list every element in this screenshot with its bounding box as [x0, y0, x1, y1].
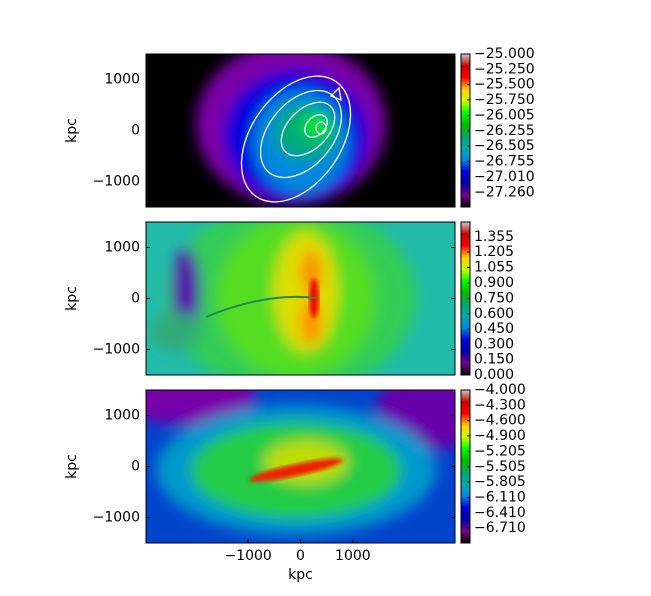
colorbar-tick-label: −26.755	[474, 153, 535, 169]
y-axis-label: kpc	[64, 286, 80, 311]
y-tick-label: 1000	[104, 72, 140, 88]
colorbar-tick-label: −4.000	[474, 382, 526, 398]
y-axis-label: kpc	[64, 454, 80, 479]
colorbar-tick-label: −5.505	[474, 459, 526, 475]
colorbar-tick-label: −6.410	[474, 505, 526, 521]
x-tick-label: −1000	[224, 548, 271, 564]
colorbar-tick-label: 0.300	[474, 336, 514, 352]
colorbar-tick-label: −26.255	[474, 123, 535, 139]
heatmap-image	[146, 54, 455, 207]
heatmap-image	[146, 390, 455, 543]
colorbar-tick-label: −27.010	[474, 169, 535, 185]
colorbar-tick-label: −5.805	[474, 474, 526, 490]
colorbar-tick-label: 1.205	[474, 244, 514, 260]
colorbar-tick-label: −27.260	[474, 184, 535, 200]
x-tick-label: 1000	[335, 548, 371, 564]
colorbar-tick-label: 0.750	[474, 291, 514, 307]
colorbar-tick-label: 0.150	[474, 352, 514, 368]
colorbar-tick-label: 0.900	[474, 275, 514, 291]
y-tick-label: −1000	[93, 342, 140, 358]
x-tick-label: 0	[296, 548, 305, 564]
colorbar-tick-label: −6.110	[474, 490, 526, 506]
y-tick-label: 0	[131, 459, 140, 475]
colorbar-tick-label: 0.450	[474, 321, 514, 337]
colorbar-tick-label: 1.355	[474, 229, 514, 245]
y-tick-label: 0	[131, 123, 140, 139]
x-axis-label: kpc	[288, 567, 313, 583]
colorbar-tick-label: −5.205	[474, 443, 526, 459]
y-tick-label: −1000	[93, 174, 140, 190]
colorbar-tick-label: 0.600	[474, 306, 514, 322]
colorbar-tick-label: −25.750	[474, 92, 535, 108]
y-axis-label: kpc	[64, 118, 80, 143]
colorbar-tick-label: −25.250	[474, 61, 535, 77]
colorbar-tick-label: −26.505	[474, 138, 535, 154]
colorbar-tick-label: −4.300	[474, 397, 526, 413]
colorbar-tick-label: −26.005	[474, 108, 535, 124]
colorbar-tick-label: −25.000	[474, 46, 535, 62]
colorbar-tick-label: 0.000	[474, 367, 514, 383]
y-tick-label: 1000	[104, 240, 140, 256]
colorbar-tick-label: −4.900	[474, 428, 526, 444]
y-tick-label: 1000	[104, 408, 140, 424]
colorbar-tick-label: 1.055	[474, 259, 514, 275]
colorbar-tick-label: −25.500	[474, 77, 535, 93]
colorbar-tick-label: −6.710	[474, 520, 526, 536]
y-tick-label: 0	[131, 291, 140, 307]
colorbar-tick-label: −4.600	[474, 413, 526, 429]
heatmap-image	[146, 222, 455, 375]
y-tick-label: −1000	[93, 510, 140, 526]
